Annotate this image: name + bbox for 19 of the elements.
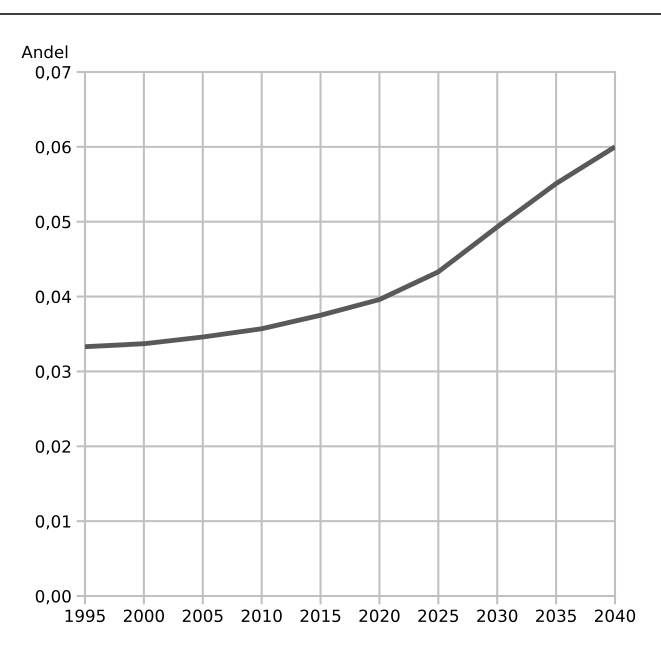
x-tick-label: 2005 — [182, 609, 223, 622]
x-tick-label: 2035 — [536, 609, 576, 622]
x-tick-label: 1995 — [66, 609, 105, 622]
y-tick-label: 0,05 — [36, 216, 70, 230]
y-tick-label: 0,07 — [36, 66, 70, 80]
x-tick-label: 2030 — [477, 609, 518, 622]
y-tick-label: 0,06 — [36, 140, 71, 156]
y-tick-label: 0,03 — [36, 365, 70, 380]
x-tick-label: 2015 — [300, 609, 340, 622]
x-tick-label: 2025 — [418, 609, 458, 622]
y-tick-label: 0,01 — [36, 515, 70, 530]
y-tick-label: 0,02 — [36, 440, 70, 455]
y-tick-label: 0,00 — [36, 590, 71, 604]
x-tick-label: 2010 — [242, 609, 282, 622]
y-tick-label: 0,04 — [36, 290, 71, 305]
y-axis-title: Andel — [22, 45, 68, 58]
x-tick-label: 2000 — [124, 609, 164, 622]
x-tick-label: 2040 — [595, 609, 636, 622]
x-tick-label: 2020 — [359, 609, 400, 622]
